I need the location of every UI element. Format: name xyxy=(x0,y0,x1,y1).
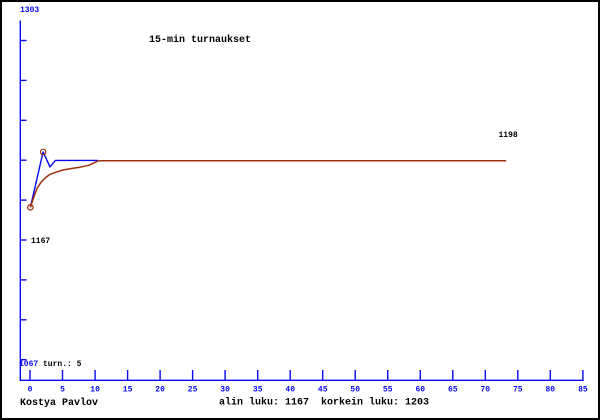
svg-text:45: 45 xyxy=(318,386,328,395)
svg-text:75: 75 xyxy=(513,386,523,395)
svg-text:5: 5 xyxy=(60,386,65,395)
svg-text:20: 20 xyxy=(155,386,165,395)
svg-text:1167: 1167 xyxy=(31,237,50,246)
svg-text:10: 10 xyxy=(90,386,100,395)
svg-text:1303: 1303 xyxy=(20,6,39,15)
svg-text:60: 60 xyxy=(415,386,425,395)
svg-text:25: 25 xyxy=(188,386,198,395)
svg-text:alin luku: 1167 korkein luku:: alin luku: 1167 korkein luku: 1203 xyxy=(219,397,429,409)
svg-text:50: 50 xyxy=(350,386,360,395)
svg-text:65: 65 xyxy=(448,386,458,395)
svg-text:1198: 1198 xyxy=(499,131,518,140)
svg-text:0: 0 xyxy=(28,386,33,395)
svg-text:40: 40 xyxy=(285,386,295,395)
svg-text:15: 15 xyxy=(123,386,133,395)
svg-text:55: 55 xyxy=(383,386,393,395)
svg-text:70: 70 xyxy=(480,386,490,395)
svg-text:30: 30 xyxy=(220,386,230,395)
svg-text:Kostya Pavlov: Kostya Pavlov xyxy=(20,397,98,409)
svg-text:80: 80 xyxy=(545,386,555,395)
svg-text:35: 35 xyxy=(253,386,263,395)
svg-text:1067 turn.: 5: 1067 turn.: 5 xyxy=(19,360,82,369)
svg-text:85: 85 xyxy=(578,386,588,395)
svg-text:15-min turnaukset: 15-min turnaukset xyxy=(149,34,251,46)
